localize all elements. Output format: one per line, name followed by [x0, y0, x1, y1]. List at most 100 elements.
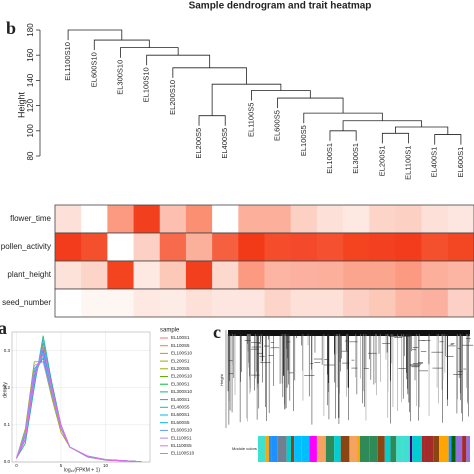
module-band	[421, 436, 425, 462]
heatmap-cell	[238, 289, 265, 317]
heatmap-cell	[107, 289, 134, 317]
leaf-label: EL200S5	[194, 128, 203, 159]
heatmap-cell	[447, 205, 474, 233]
leaf-label: EL1100S5	[246, 103, 255, 137]
module-band	[359, 436, 370, 462]
heatmap-cell	[81, 205, 108, 233]
panel-label: c	[213, 322, 221, 342]
x-tick-label: 0	[15, 463, 18, 468]
heatmap-cell	[212, 261, 239, 289]
leaf-label: EL100S10	[142, 67, 151, 102]
panel-label: b	[6, 18, 16, 38]
module-band	[451, 436, 456, 462]
heatmap-cell	[421, 289, 449, 317]
leaf-label: EL200S1	[377, 145, 386, 176]
heatmap-cell	[290, 261, 318, 289]
density-line	[16, 339, 142, 463]
heatmap-cell	[264, 205, 291, 233]
legend-label: EL600S10	[171, 428, 193, 433]
legend-label: EL400S1	[171, 397, 190, 402]
panel-label: a	[0, 318, 7, 338]
heatmap-cell	[55, 261, 82, 289]
y-tick-label: 160	[26, 48, 35, 62]
module-band	[286, 436, 291, 462]
density-line	[16, 349, 142, 463]
module-band	[301, 436, 310, 462]
heatmap-cell	[159, 205, 187, 233]
density-line	[16, 335, 142, 463]
heatmap-cell	[238, 205, 265, 233]
legend-label: EL200S1	[171, 358, 190, 363]
y-tick-label: 80	[26, 151, 35, 160]
module-band	[290, 436, 295, 462]
y-axis-title: density	[2, 382, 8, 398]
heatmap-cell	[316, 233, 344, 261]
module-band	[396, 436, 403, 462]
legend-label: EL100S10	[171, 351, 193, 356]
row-border	[54, 288, 474, 318]
module-band	[268, 436, 272, 462]
heatmap-cell	[316, 205, 344, 233]
dendrogram-link	[67, 29, 123, 41]
module-band	[433, 436, 440, 462]
module-band	[384, 436, 391, 462]
module-band	[462, 436, 467, 462]
heatmap-cell	[133, 261, 161, 289]
heatmap-cell	[212, 289, 239, 317]
module-band	[424, 436, 434, 462]
heatmap-cell	[343, 261, 370, 289]
dendrogram-link	[251, 90, 311, 101]
dendrogram-link	[93, 39, 150, 51]
heatmap-cell	[316, 289, 344, 317]
heatmap-cell	[264, 289, 291, 317]
dendrogram-link	[172, 67, 247, 85]
chart-title: Sample dendrogram and trait heatmap	[189, 1, 372, 12]
y-tick-label: 0.1	[4, 422, 11, 427]
heatmap-cell	[369, 205, 396, 233]
heatmap-cell	[264, 233, 291, 261]
legend-label: EL600S1	[171, 412, 190, 417]
heatmap-cell	[343, 289, 370, 317]
row-label: flower_time	[10, 214, 51, 223]
row-label: seed_number	[2, 298, 51, 307]
density-line	[16, 346, 142, 463]
heatmap-cell	[290, 205, 318, 233]
heatmap-cell	[238, 233, 265, 261]
heatmap-cell	[55, 289, 82, 317]
heatmap-cell	[212, 205, 239, 233]
heatmap-cell	[133, 289, 161, 317]
module-band	[439, 436, 449, 462]
module-band	[455, 436, 463, 462]
y-tick-label: 0.0	[4, 459, 11, 464]
leaf-label: EL600S1	[456, 147, 465, 178]
heatmap-cell	[159, 289, 187, 317]
heatmap-cell	[447, 289, 474, 317]
dendrogram-link	[146, 54, 211, 68]
module-band	[294, 436, 302, 462]
module-band	[316, 436, 326, 462]
density-line	[16, 349, 142, 463]
heatmap-cell	[447, 261, 474, 289]
dendrogram-link	[381, 132, 409, 144]
legend-title: sample	[160, 328, 180, 334]
module-band	[390, 436, 397, 462]
heatmap-cell	[421, 233, 449, 261]
heatmap-cell	[395, 289, 422, 317]
heatmap-cell	[290, 289, 318, 317]
heatmap-cell	[395, 261, 422, 289]
leaf-label: EL100S5	[299, 125, 308, 156]
heatmap-cell	[264, 261, 291, 289]
x-tick-label: 5	[60, 463, 63, 468]
heatmap-cell	[185, 261, 213, 289]
module-band	[448, 436, 452, 462]
heatmap-cell	[55, 233, 82, 261]
heatmap-cell	[185, 205, 213, 233]
heatmap-cell	[290, 233, 318, 261]
y-axis-title: Height	[219, 373, 224, 385]
dendrogram-link	[120, 47, 179, 58]
density-line	[16, 349, 142, 463]
legend-label: EL600S5	[171, 420, 190, 425]
legend-label: EL300S1	[171, 381, 190, 386]
legend-label: EL1100S10	[171, 451, 195, 456]
